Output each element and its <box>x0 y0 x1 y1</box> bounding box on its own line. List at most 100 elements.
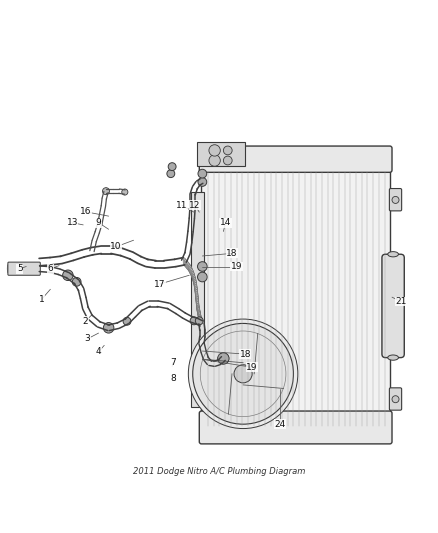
Text: 3: 3 <box>85 334 91 343</box>
Ellipse shape <box>32 264 35 273</box>
Circle shape <box>198 169 207 178</box>
Circle shape <box>218 353 229 364</box>
FancyBboxPatch shape <box>382 254 404 358</box>
Ellipse shape <box>199 314 201 322</box>
Text: 4: 4 <box>96 348 101 357</box>
Ellipse shape <box>198 310 201 318</box>
Ellipse shape <box>196 296 198 304</box>
Ellipse shape <box>197 305 199 313</box>
Ellipse shape <box>191 270 194 278</box>
Text: 16: 16 <box>80 207 91 216</box>
Ellipse shape <box>192 271 194 279</box>
Ellipse shape <box>196 298 199 306</box>
Ellipse shape <box>195 287 198 295</box>
Ellipse shape <box>194 284 197 292</box>
Circle shape <box>218 353 229 364</box>
Ellipse shape <box>19 264 23 273</box>
Text: 10: 10 <box>110 243 122 251</box>
FancyBboxPatch shape <box>199 411 392 444</box>
FancyBboxPatch shape <box>199 146 392 172</box>
Text: 14: 14 <box>220 218 231 227</box>
Circle shape <box>198 262 207 271</box>
Text: 19: 19 <box>231 262 242 271</box>
FancyBboxPatch shape <box>389 388 402 410</box>
Ellipse shape <box>195 289 198 297</box>
FancyBboxPatch shape <box>389 189 402 211</box>
Ellipse shape <box>189 265 191 273</box>
Text: 21: 21 <box>395 297 406 306</box>
Ellipse shape <box>193 276 195 284</box>
Text: 9: 9 <box>95 218 102 227</box>
Circle shape <box>209 155 220 166</box>
Ellipse shape <box>195 293 198 301</box>
FancyBboxPatch shape <box>201 170 390 429</box>
Ellipse shape <box>198 313 201 320</box>
Ellipse shape <box>194 279 196 287</box>
Ellipse shape <box>185 260 188 268</box>
Ellipse shape <box>14 264 17 273</box>
Ellipse shape <box>7 264 10 273</box>
Ellipse shape <box>388 355 399 360</box>
Circle shape <box>223 146 232 155</box>
Ellipse shape <box>187 263 190 271</box>
Circle shape <box>168 163 176 171</box>
Ellipse shape <box>197 308 200 316</box>
Circle shape <box>102 188 110 195</box>
Ellipse shape <box>194 282 197 290</box>
Circle shape <box>223 156 232 165</box>
Ellipse shape <box>198 309 200 317</box>
Text: 19: 19 <box>246 363 258 372</box>
Polygon shape <box>197 142 245 166</box>
Circle shape <box>392 395 399 403</box>
Ellipse shape <box>196 300 199 308</box>
FancyBboxPatch shape <box>191 192 204 407</box>
Circle shape <box>193 324 293 424</box>
Text: 2011 Dodge Nitro A/C Plumbing Diagram: 2011 Dodge Nitro A/C Plumbing Diagram <box>133 467 305 476</box>
Circle shape <box>63 270 73 280</box>
Ellipse shape <box>195 291 198 299</box>
Circle shape <box>392 197 399 204</box>
Ellipse shape <box>190 267 192 275</box>
Circle shape <box>198 177 207 187</box>
Ellipse shape <box>183 258 186 266</box>
Circle shape <box>72 278 81 286</box>
Circle shape <box>198 272 207 282</box>
Ellipse shape <box>184 259 187 267</box>
Ellipse shape <box>194 277 196 285</box>
Text: 1: 1 <box>39 295 45 304</box>
Ellipse shape <box>188 264 191 272</box>
Circle shape <box>123 317 131 325</box>
Circle shape <box>190 317 198 325</box>
Text: 5: 5 <box>17 264 23 273</box>
Ellipse shape <box>199 317 202 325</box>
Ellipse shape <box>199 316 201 323</box>
Circle shape <box>195 317 203 325</box>
Ellipse shape <box>192 273 194 280</box>
Text: 11: 11 <box>176 201 187 209</box>
Ellipse shape <box>191 268 193 276</box>
Circle shape <box>234 365 252 383</box>
Ellipse shape <box>193 274 195 282</box>
Ellipse shape <box>197 303 199 311</box>
Ellipse shape <box>196 295 198 302</box>
FancyBboxPatch shape <box>8 262 40 275</box>
Circle shape <box>103 322 114 333</box>
Text: 6: 6 <box>47 264 53 273</box>
Text: 18: 18 <box>226 249 238 258</box>
Text: 17: 17 <box>154 279 166 288</box>
Ellipse shape <box>26 264 29 273</box>
Text: 18: 18 <box>240 350 251 359</box>
Ellipse shape <box>194 280 197 288</box>
Ellipse shape <box>197 306 200 314</box>
Circle shape <box>209 145 220 156</box>
Text: 2: 2 <box>83 317 88 326</box>
Ellipse shape <box>198 311 201 319</box>
Circle shape <box>122 189 128 195</box>
Ellipse shape <box>196 302 199 310</box>
Text: 7: 7 <box>170 358 176 367</box>
Text: 24: 24 <box>275 419 286 429</box>
Circle shape <box>167 169 175 177</box>
Circle shape <box>188 319 298 429</box>
Text: 8: 8 <box>170 374 176 383</box>
Text: 13: 13 <box>67 218 78 227</box>
